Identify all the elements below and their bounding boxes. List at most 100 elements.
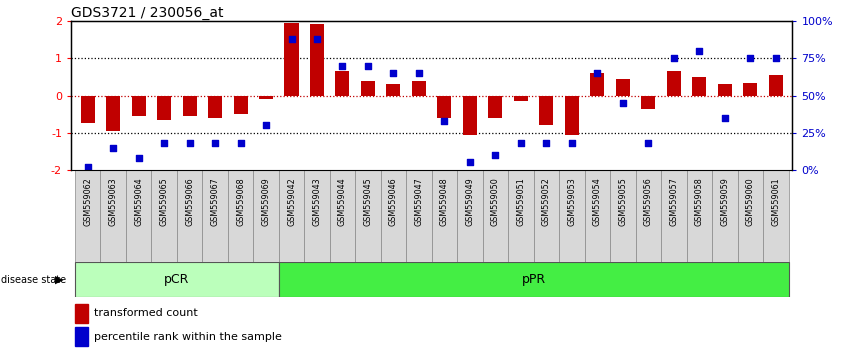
Bar (285, 23, 299, 96)
Bar (769, 75, 783, 96)
Bar (208, 96, 222, 118)
Point (693, 48, 707, 54)
Bar (712, 170, 738, 262)
Bar (661, 170, 687, 262)
Point (234, 140, 248, 146)
Point (565, 140, 578, 146)
Bar (585, 170, 611, 262)
Bar (559, 170, 585, 262)
Bar (514, 96, 528, 101)
Bar (667, 72, 681, 96)
Bar (335, 72, 350, 96)
Text: GSM559054: GSM559054 (593, 177, 602, 226)
Text: disease state: disease state (1, 275, 66, 285)
Bar (533, 170, 559, 262)
Bar (74, 304, 87, 323)
Text: GSM559051: GSM559051 (516, 177, 526, 226)
Text: GSM559064: GSM559064 (134, 177, 143, 226)
Text: GSM559066: GSM559066 (185, 177, 194, 226)
Bar (636, 170, 661, 262)
Bar (183, 96, 197, 116)
Text: ▶: ▶ (55, 275, 63, 285)
Bar (540, 96, 553, 125)
Bar (177, 170, 203, 262)
Point (285, 36, 299, 42)
Point (107, 145, 120, 150)
Bar (74, 327, 87, 346)
Text: GSM559048: GSM559048 (440, 177, 449, 226)
Text: GSM559050: GSM559050 (491, 177, 500, 226)
Bar (126, 170, 152, 262)
Bar (386, 84, 400, 96)
Point (488, 152, 502, 158)
Bar (738, 170, 763, 262)
Bar (228, 170, 253, 262)
Bar (457, 170, 482, 262)
Text: GSM559056: GSM559056 (643, 177, 653, 226)
Bar (611, 170, 636, 262)
Point (718, 115, 732, 121)
Bar (718, 84, 732, 96)
Bar (74, 262, 279, 297)
Point (642, 140, 656, 146)
Bar (381, 170, 406, 262)
Bar (743, 82, 758, 96)
Text: GSM559057: GSM559057 (669, 177, 678, 226)
Bar (591, 73, 604, 96)
Text: GDS3721 / 230056_at: GDS3721 / 230056_at (71, 6, 223, 20)
Bar (279, 170, 304, 262)
Bar (431, 170, 457, 262)
Point (437, 118, 451, 124)
Bar (132, 96, 145, 116)
Bar (361, 81, 375, 96)
Point (208, 140, 222, 146)
Bar (74, 170, 100, 262)
Point (769, 56, 783, 61)
Text: GSM559055: GSM559055 (618, 177, 627, 226)
Bar (157, 96, 171, 120)
Bar (508, 170, 533, 262)
Bar (763, 170, 789, 262)
Bar (152, 170, 177, 262)
Text: GSM559061: GSM559061 (772, 177, 780, 226)
Text: GSM559047: GSM559047 (415, 177, 423, 226)
Point (183, 140, 197, 146)
Text: GSM559068: GSM559068 (236, 177, 245, 226)
Text: GSM559067: GSM559067 (210, 177, 220, 226)
Bar (203, 170, 228, 262)
Point (667, 56, 681, 61)
Point (463, 160, 477, 165)
Bar (330, 170, 355, 262)
Bar (355, 170, 381, 262)
Point (157, 140, 171, 146)
Bar (488, 96, 502, 118)
Text: GSM559044: GSM559044 (338, 177, 347, 226)
Bar (482, 170, 508, 262)
Point (743, 56, 757, 61)
Bar (616, 79, 630, 96)
Bar (692, 77, 707, 96)
Text: GSM559042: GSM559042 (287, 177, 296, 226)
Text: GSM559043: GSM559043 (313, 177, 321, 226)
Text: GSM559069: GSM559069 (262, 177, 270, 226)
Bar (437, 96, 451, 118)
Point (81, 164, 94, 170)
Bar (406, 170, 431, 262)
Bar (234, 96, 248, 114)
Bar (106, 96, 120, 131)
Point (412, 70, 426, 76)
Point (386, 70, 400, 76)
Text: GSM559065: GSM559065 (159, 177, 169, 226)
Bar (310, 24, 324, 96)
Point (591, 70, 604, 76)
Point (616, 100, 630, 106)
Text: GSM559045: GSM559045 (364, 177, 372, 226)
Point (310, 36, 324, 42)
Text: percentile rank within the sample: percentile rank within the sample (94, 332, 282, 342)
Text: GSM559059: GSM559059 (721, 177, 729, 226)
Text: GSM559053: GSM559053 (567, 177, 577, 226)
Bar (259, 96, 273, 99)
Bar (687, 170, 712, 262)
Point (132, 155, 145, 161)
Text: GSM559063: GSM559063 (108, 177, 118, 226)
